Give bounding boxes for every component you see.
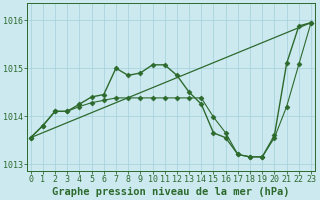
X-axis label: Graphe pression niveau de la mer (hPa): Graphe pression niveau de la mer (hPa) bbox=[52, 186, 290, 197]
